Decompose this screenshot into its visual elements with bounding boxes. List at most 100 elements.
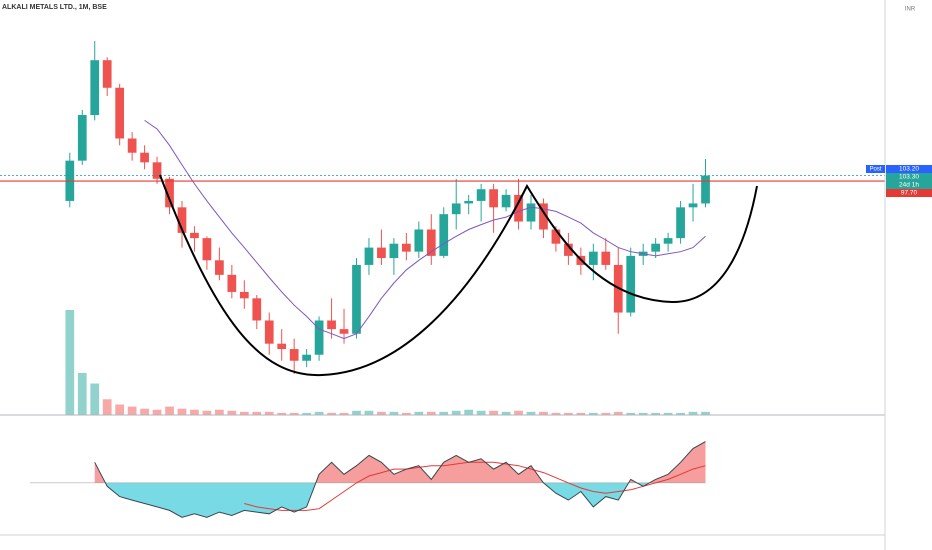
candle-body bbox=[364, 247, 374, 265]
candle-body bbox=[526, 203, 536, 222]
volume-bar bbox=[202, 410, 212, 415]
candle-body bbox=[239, 291, 249, 299]
currency: INR bbox=[905, 7, 916, 13]
volume-bar bbox=[190, 409, 199, 415]
volume-bar bbox=[264, 411, 274, 415]
candle-body bbox=[588, 251, 598, 265]
volume-bar bbox=[314, 411, 324, 415]
price-label: 97.70 bbox=[901, 190, 918, 197]
volume-bar bbox=[302, 412, 311, 415]
candle-body bbox=[190, 232, 199, 239]
candle-body bbox=[314, 320, 324, 355]
price-label: 103.20 bbox=[899, 166, 919, 173]
candle-body bbox=[539, 203, 548, 230]
candle-body bbox=[514, 194, 523, 222]
price-label: 103.30 bbox=[899, 174, 919, 181]
candle-body bbox=[327, 320, 336, 330]
rsi-fill-below bbox=[94, 482, 706, 518]
volume-bar bbox=[601, 412, 611, 415]
volume-bar bbox=[102, 399, 112, 415]
volume-bar bbox=[626, 412, 636, 415]
volume-bar bbox=[152, 409, 162, 415]
volume-bar bbox=[90, 383, 100, 415]
volume-bar bbox=[239, 411, 249, 415]
volume-bar bbox=[701, 411, 710, 415]
candle-body bbox=[102, 60, 112, 88]
volume-bar bbox=[401, 412, 411, 415]
volume-bar bbox=[289, 412, 299, 415]
volume-bar bbox=[638, 412, 648, 415]
candle-body bbox=[165, 178, 174, 208]
candle-body bbox=[464, 200, 474, 204]
candle-body bbox=[377, 247, 386, 259]
marks bbox=[0, 41, 885, 518]
volume-bar bbox=[651, 412, 661, 415]
volume-bar bbox=[464, 409, 474, 415]
candle-body bbox=[551, 229, 561, 244]
candle-body bbox=[215, 260, 224, 275]
volume-bar bbox=[252, 411, 262, 415]
countdown-box bbox=[886, 181, 932, 189]
price-box bbox=[886, 165, 932, 173]
candle-body bbox=[701, 175, 710, 204]
rsi-fill-above bbox=[94, 441, 706, 483]
candle-body bbox=[264, 320, 274, 344]
candle-body bbox=[501, 194, 511, 208]
volume-bar bbox=[489, 410, 498, 415]
candle-body bbox=[140, 152, 149, 163]
volume-bar bbox=[576, 412, 586, 415]
price-box bbox=[886, 189, 932, 197]
candle-body bbox=[115, 87, 125, 139]
volume-bar bbox=[389, 411, 399, 415]
volume-bar bbox=[177, 408, 187, 415]
candle-body bbox=[389, 243, 399, 259]
candle-body bbox=[77, 115, 87, 161]
candle-body bbox=[339, 329, 349, 334]
volume-bar bbox=[65, 310, 75, 415]
candle-body bbox=[202, 238, 212, 261]
candle-body bbox=[90, 60, 100, 116]
cup-pattern bbox=[159, 174, 758, 377]
volume-bar bbox=[127, 406, 137, 415]
volume-bar bbox=[215, 409, 224, 415]
candle-body bbox=[676, 207, 685, 239]
volume-bar bbox=[526, 411, 536, 415]
volume-bar bbox=[539, 411, 548, 415]
price-name: Post bbox=[869, 167, 881, 173]
candle-body bbox=[564, 243, 573, 256]
volume-bar bbox=[663, 412, 673, 415]
candle-body bbox=[688, 203, 698, 208]
candle-body bbox=[289, 349, 299, 361]
price-name-box bbox=[866, 165, 885, 173]
volume-bar bbox=[501, 411, 511, 415]
volume-bar bbox=[115, 404, 125, 415]
volume-bar bbox=[165, 406, 174, 415]
volume-bar bbox=[476, 410, 486, 415]
volume-bar bbox=[551, 412, 561, 415]
candle-body bbox=[127, 138, 137, 153]
candle-body bbox=[476, 189, 486, 201]
price-box bbox=[886, 173, 932, 181]
moving-average bbox=[144, 119, 706, 340]
candle-body bbox=[252, 298, 262, 321]
volume-bar bbox=[352, 410, 361, 415]
candle-body bbox=[352, 264, 361, 334]
volume-bar bbox=[688, 411, 698, 415]
candle-body bbox=[451, 203, 461, 215]
candle-body bbox=[401, 243, 411, 252]
candle-body bbox=[177, 207, 187, 233]
volume-bar bbox=[514, 410, 523, 415]
candle-body bbox=[626, 255, 636, 313]
volume-bar bbox=[451, 410, 461, 415]
countdown: 24d 1h bbox=[899, 182, 919, 189]
candle-body bbox=[426, 229, 436, 256]
volume-bar bbox=[140, 408, 149, 415]
candle-body bbox=[439, 214, 449, 256]
volume-bar bbox=[588, 412, 598, 415]
candle-body bbox=[414, 229, 424, 252]
volume-bar bbox=[439, 411, 449, 415]
candle-body bbox=[489, 189, 498, 208]
